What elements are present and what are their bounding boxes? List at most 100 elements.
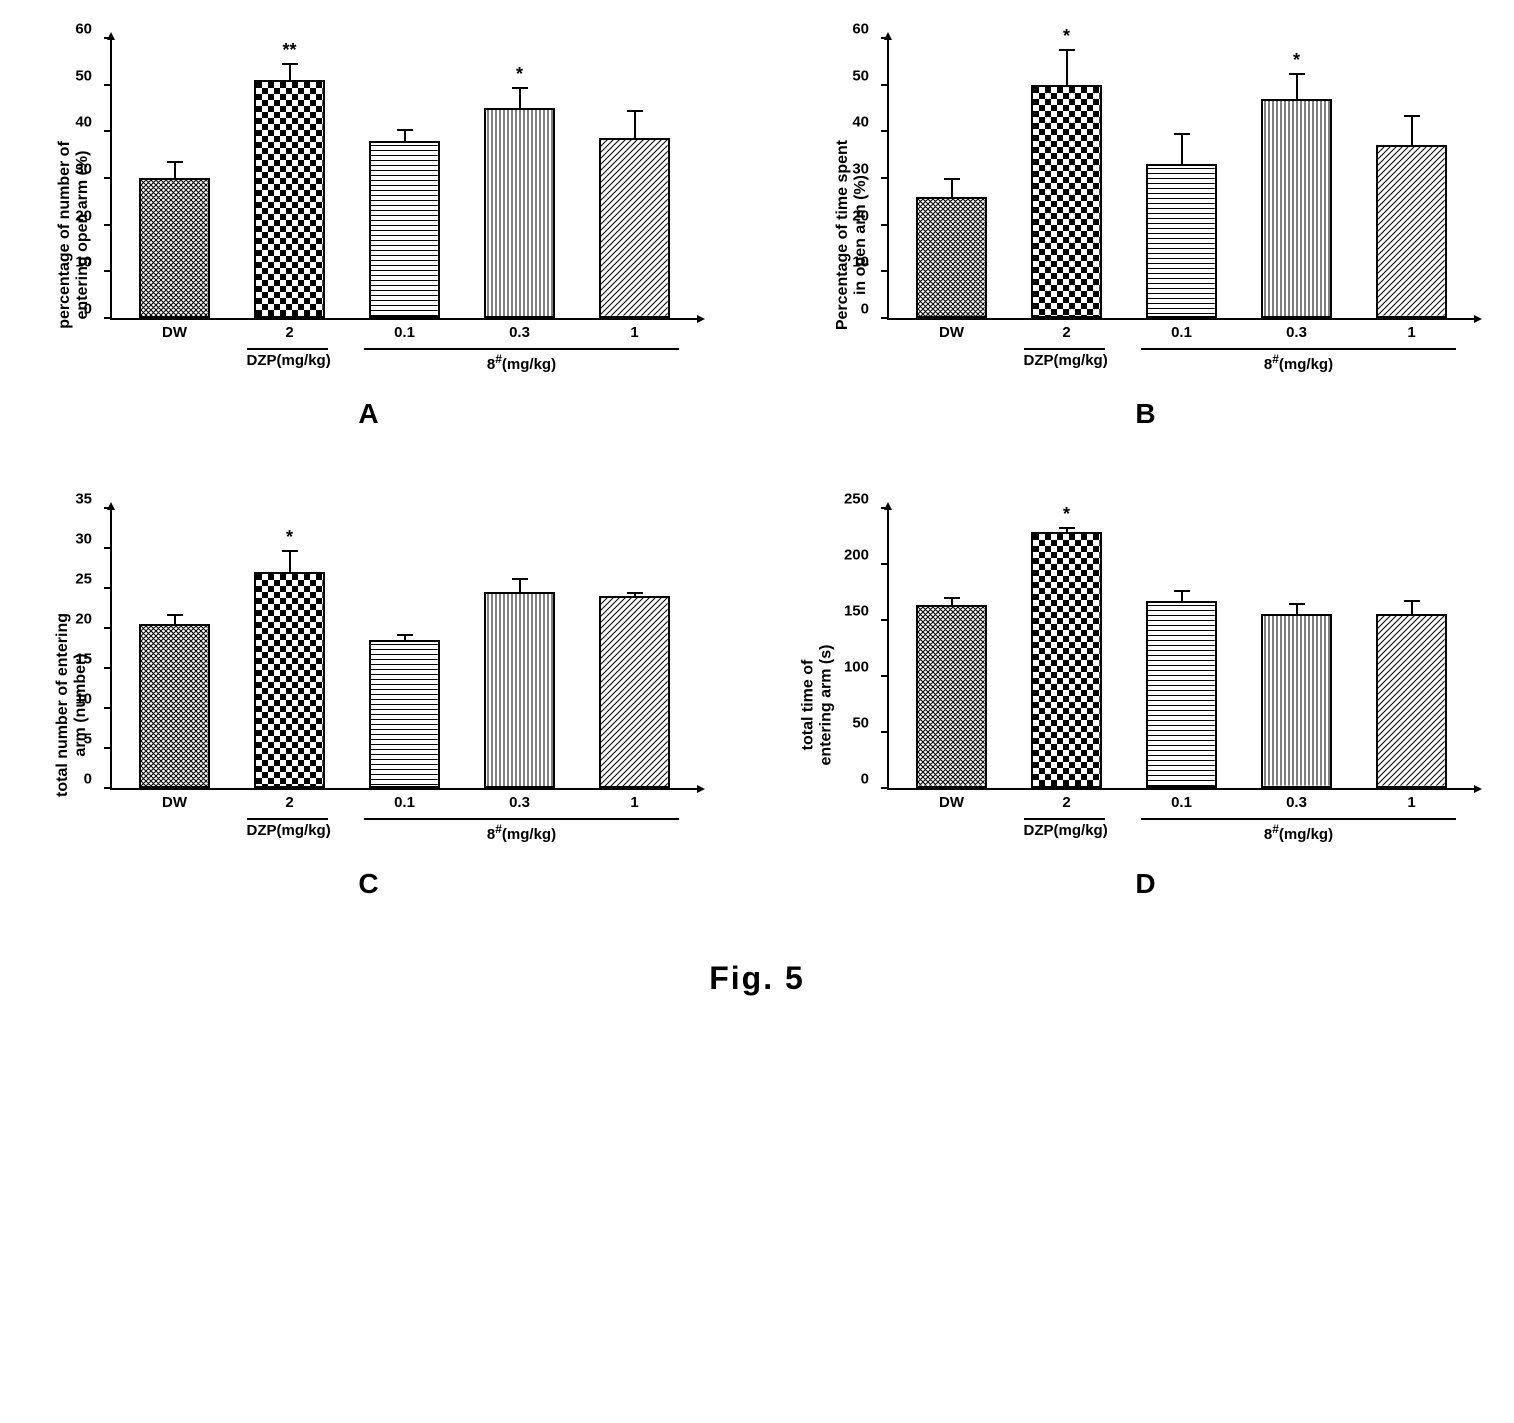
x-tick-label: 1: [630, 794, 638, 811]
bar-slot: 0.1: [354, 640, 455, 788]
x-axis-group: DZP(mg/kg): [247, 348, 329, 369]
y-tick: [881, 507, 889, 509]
panel-C: total number of enteringarm (number) 051…: [40, 510, 697, 900]
error-bar: [404, 129, 406, 143]
y-tick-label: 50: [75, 67, 92, 84]
y-tick: [104, 270, 112, 272]
y-tick: [104, 177, 112, 179]
bar-slot: *2: [1016, 85, 1117, 318]
bar-slot: DW: [124, 178, 225, 318]
x-group-label: DZP(mg/kg): [247, 352, 329, 369]
x-tick-label: 0.3: [509, 324, 530, 341]
bar-slot: 0.1: [354, 141, 455, 318]
y-tick-label: 100: [844, 659, 869, 676]
y-tick-label: 20: [75, 207, 92, 224]
x-axis-group: 8#(mg/kg): [1141, 348, 1457, 373]
error-bar: [289, 63, 291, 82]
error-bar: [1066, 49, 1068, 86]
error-bar: [951, 178, 953, 199]
x-group-line: [364, 348, 680, 350]
bar-slot: 1: [584, 596, 685, 788]
x-tick-label: 0.1: [394, 324, 415, 341]
error-bar: [1411, 600, 1413, 617]
error-bar: [1181, 590, 1183, 603]
x-group-line: [1141, 348, 1457, 350]
bar-slot: *2: [1016, 532, 1117, 788]
significance-marker: *: [1063, 504, 1070, 525]
y-tick-label: 150: [844, 603, 869, 620]
y-tick-label: 30: [75, 531, 92, 548]
x-axis-group: DZP(mg/kg): [247, 818, 329, 839]
y-tick-label: 10: [75, 254, 92, 271]
plot-area: 050100150200250 DW*20.10.31 DZP(mg/kg)8#…: [887, 510, 1474, 790]
bar: [599, 138, 670, 318]
y-tick-label: 15: [75, 651, 92, 668]
x-group-line: [1024, 348, 1106, 350]
bar: *: [1031, 85, 1102, 318]
bars-container: DW**20.1*0.31: [112, 40, 697, 318]
significance-marker: *: [1293, 50, 1300, 71]
bar: [916, 605, 987, 788]
bar-slot: *0.3: [1246, 99, 1347, 318]
x-groups: DZP(mg/kg)8#(mg/kg): [889, 348, 1474, 388]
bar-slot: 1: [584, 138, 685, 318]
bar: [1376, 614, 1447, 788]
panel-label: D: [1135, 868, 1155, 900]
error-bar: [174, 161, 176, 180]
x-tick-label: 1: [1407, 794, 1415, 811]
figure-grid: percentage of number ofentering open arm…: [40, 40, 1474, 900]
x-group-line: [1141, 818, 1457, 820]
bar: [369, 640, 440, 788]
y-tick: [881, 270, 889, 272]
y-tick-label: 50: [852, 715, 869, 732]
y-tick: [104, 627, 112, 629]
bar: [1146, 164, 1217, 318]
panel-D: total time ofentering arm (s) 0501001502…: [817, 510, 1474, 900]
bar: [916, 197, 987, 318]
significance-marker: *: [516, 64, 523, 85]
bar-slot: **2: [239, 80, 340, 318]
x-tick-label: 2: [285, 324, 293, 341]
y-tick: [104, 667, 112, 669]
plot-area: 0102030405060 DW**20.1*0.31 DZP(mg/kg)8#…: [110, 40, 697, 320]
x-group-label: DZP(mg/kg): [247, 822, 329, 839]
bar: **: [254, 80, 325, 318]
y-tick-label: 35: [75, 491, 92, 508]
x-tick-label: 0.1: [1171, 794, 1192, 811]
y-tick-label: 0: [861, 771, 869, 788]
y-tick: [104, 587, 112, 589]
x-axis-group: 8#(mg/kg): [1141, 818, 1457, 843]
x-axis-group: 8#(mg/kg): [364, 818, 680, 843]
y-tick-label: 60: [852, 21, 869, 38]
error-bar: [1296, 603, 1298, 616]
y-tick: [881, 37, 889, 39]
y-tick-label: 10: [852, 254, 869, 271]
bar: [599, 596, 670, 788]
error-bar: [289, 550, 291, 574]
y-tick: [104, 84, 112, 86]
y-tick: [881, 731, 889, 733]
y-tick: [881, 84, 889, 86]
y-tick: [104, 224, 112, 226]
error-bar: [404, 634, 406, 642]
x-groups: DZP(mg/kg)8#(mg/kg): [112, 348, 697, 388]
panel-label: A: [358, 398, 378, 430]
x-tick-label: 0.3: [1286, 324, 1307, 341]
y-tick: [104, 787, 112, 789]
y-tick: [104, 37, 112, 39]
error-bar: [1181, 133, 1183, 166]
y-tick-label: 20: [75, 611, 92, 628]
x-tick-label: 2: [1062, 324, 1070, 341]
bar-slot: 0.3: [469, 592, 570, 788]
x-tick-label: 0.3: [509, 794, 530, 811]
y-tick-label: 60: [75, 21, 92, 38]
panel-A: percentage of number ofentering open arm…: [40, 40, 697, 430]
error-bar: [1296, 73, 1298, 101]
x-group-line: [247, 348, 329, 350]
y-tick: [881, 563, 889, 565]
bar-slot: DW: [901, 197, 1002, 318]
bar-slot: *0.3: [469, 108, 570, 318]
y-tick-label: 5: [84, 731, 92, 748]
y-tick: [104, 547, 112, 549]
y-tick-label: 30: [75, 161, 92, 178]
